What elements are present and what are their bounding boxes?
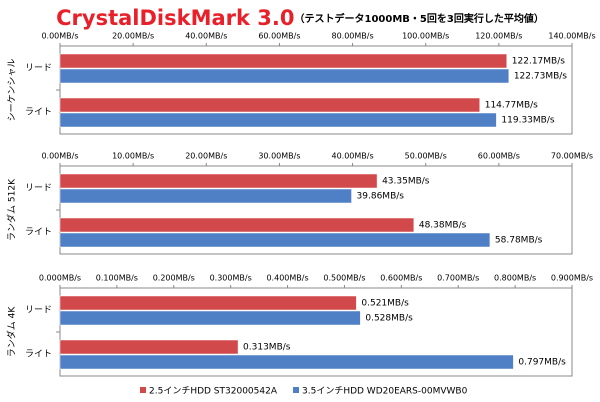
bar	[59, 295, 357, 311]
x-tick-label: 0.600MB/s	[380, 274, 422, 283]
data-label: 48.38MB/s	[419, 221, 467, 231]
bar	[59, 97, 480, 113]
x-tick-label: 20.00MB/s	[112, 32, 154, 41]
x-tick-label: 0.100MB/s	[96, 274, 138, 283]
data-label: 39.86MB/s	[357, 192, 405, 202]
x-tick-label: 30.00MB/s	[258, 152, 300, 161]
x-tick-label: 0.00MB/s	[41, 32, 78, 41]
x-tick-label: 60.00MB/s	[478, 152, 520, 161]
y-tick-label: ライト	[25, 227, 52, 238]
chart-subtitle: （テストデータ1000MB・5回を3回実行した平均値）	[295, 12, 544, 25]
x-tick-label: 0.00MB/s	[41, 152, 78, 161]
data-label: 122.17MB/s	[512, 57, 565, 67]
x-tick-label: 40.00MB/s	[185, 32, 227, 41]
x-tick-label: 0.200MB/s	[153, 274, 195, 283]
x-tick-label: 140.00MB/s	[548, 32, 595, 41]
x-tick-label: 80.00MB/s	[331, 32, 373, 41]
bar	[59, 112, 497, 128]
bar	[59, 53, 508, 69]
data-label: 58.78MB/s	[495, 236, 543, 246]
x-tick-label: 0.900MB/s	[551, 274, 593, 283]
x-tick-label: 120.00MB/s	[475, 32, 522, 41]
y-axis-label: シーケンシャル	[7, 59, 18, 122]
x-tick-label: 0.700MB/s	[437, 274, 479, 283]
bar	[59, 188, 352, 204]
chart-title: CrystalDiskMark 3.0	[56, 6, 294, 30]
chart-heading: CrystalDiskMark 3.0（テストデータ1000MB・5回を3回実行…	[56, 6, 544, 30]
legend-swatch	[140, 387, 146, 393]
data-label: 0.521MB/s	[361, 299, 409, 309]
legend-swatch	[293, 387, 299, 393]
y-axis-label: ランダム 512K	[6, 178, 18, 241]
data-label: 0.313MB/s	[243, 343, 291, 353]
y-axis-label: ランダム 4K	[6, 306, 18, 358]
x-tick-label: 60.00MB/s	[258, 32, 300, 41]
x-tick-label: 0.400MB/s	[266, 274, 308, 283]
data-label: 114.77MB/s	[485, 101, 538, 111]
data-label: 122.73MB/s	[514, 72, 567, 82]
data-label: 0.797MB/s	[518, 358, 566, 368]
legend-label: 3.5インチHDD WD20EARS-00MVWB0	[302, 386, 468, 397]
data-label: 0.528MB/s	[365, 314, 413, 324]
bar	[59, 68, 510, 84]
bar	[59, 310, 361, 326]
x-tick-label: 40.00MB/s	[331, 152, 373, 161]
x-tick-label: 0.000MB/s	[39, 274, 81, 283]
y-tick-label: リード	[25, 184, 52, 194]
data-label: 119.33MB/s	[501, 116, 554, 126]
x-tick-label: 0.300MB/s	[210, 274, 252, 283]
y-tick-label: ライト	[25, 107, 52, 118]
y-tick-label: リード	[25, 306, 52, 316]
bar	[59, 217, 415, 233]
bar	[59, 354, 514, 370]
x-tick-label: 0.800MB/s	[494, 274, 536, 283]
y-tick-label: ライト	[25, 349, 52, 360]
legend-label: 2.5インチHDD ST32000542A	[149, 386, 278, 397]
data-label: 43.35MB/s	[382, 177, 430, 187]
bar	[59, 173, 378, 189]
x-tick-label: 10.00MB/s	[112, 152, 154, 161]
x-tick-label: 0.500MB/s	[323, 274, 365, 283]
bar	[59, 339, 239, 355]
x-tick-label: 50.00MB/s	[405, 152, 447, 161]
x-tick-label: 100.00MB/s	[402, 32, 449, 41]
bar	[59, 232, 491, 248]
x-tick-label: 70.00MB/s	[551, 152, 593, 161]
y-tick-label: リード	[25, 64, 52, 74]
x-tick-label: 20.00MB/s	[185, 152, 227, 161]
